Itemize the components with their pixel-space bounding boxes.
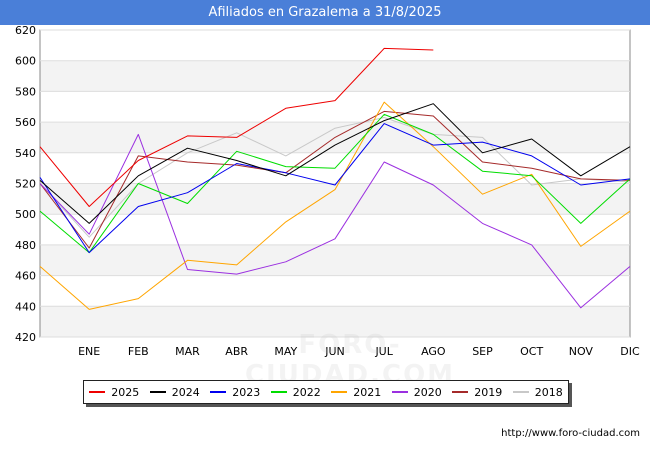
plot-background-bands [40,30,630,337]
legend-swatch [270,391,287,393]
legend-item-2024: 2024 [149,385,200,399]
series-line-2020 [39,133,631,309]
series-line-2025 [39,47,434,207]
x-tick-label: AGO [421,345,446,358]
x-tick-label: OCT [520,345,543,358]
legend: 2025 2024 2023 2022 2021 2020 2019 2018 [83,380,569,404]
x-tick-label: ABR [225,345,248,358]
y-tick-label: 460 [15,270,36,283]
source-credit: http://www.foro-ciudad.com [501,428,640,439]
y-tick-label: 580 [15,85,36,98]
legend-item-2020: 2020 [391,385,442,399]
x-tick-label: NOV [569,345,594,358]
plot-band [40,275,630,307]
legend-label: 2021 [353,385,382,399]
legend-item-2022: 2022 [270,385,321,399]
x-tick-label: MAR [175,345,200,358]
legend-label: 2025 [111,385,140,399]
y-tick-label: 560 [15,116,36,129]
series-line-2024 [39,103,631,224]
legend-swatch [331,391,348,393]
y-tick-label: 440 [15,300,36,313]
legend-label: 2018 [534,385,563,399]
x-tick-label: FEB [128,345,149,358]
plot-band [40,60,630,92]
plot-band [40,306,630,337]
x-tick-label: SEP [472,345,493,358]
legend-swatch [452,391,469,393]
y-tick-label: 520 [15,178,36,191]
legend-swatch [149,391,166,393]
legend-item-2021: 2021 [331,386,381,399]
legend-label: 2023 [232,385,261,399]
legend-swatch [210,391,227,393]
x-tick-label: JUL [374,345,393,358]
y-tick-label: 540 [15,147,36,160]
legend-label: 2024 [171,385,200,399]
x-axis-ticks: ENE FEB MAR ABR MAY JUN JUL AGO SEP OCT NOV DIC [78,345,640,358]
x-tick-label: DIC [620,345,640,358]
series-line-2022 [39,113,631,254]
series-line-2023 [39,123,631,254]
legend-label: 2022 [292,385,321,399]
legend-swatch [512,391,529,393]
y-tick-label: 480 [15,239,36,252]
legend-item-2018: 2018 [512,385,563,399]
legend-swatch [391,391,408,393]
plot-band [40,91,630,123]
y-tick-label: 600 [15,55,36,68]
legend-item-2019: 2019 [452,386,502,399]
legend-label: 2020 [413,385,442,399]
y-tick-label: 500 [15,208,36,221]
y-axis-ticks: 420 440 460 480 500 520 540 560 580 600 620 [15,24,36,344]
legend-item-2023: 2023 [210,386,260,399]
y-tick-label: 620 [15,24,36,37]
legend-item-2025: 2025 [89,386,139,399]
plot-band [40,214,630,245]
y-tick-label: 420 [15,331,36,344]
series-line-2021 [39,101,631,310]
plot-band [40,30,630,61]
legend-label: 2019 [474,385,503,399]
chart-title-bar: Afiliados en Grazalema a 31/8/2025 [0,0,650,25]
plot-band [40,244,630,276]
series-line-2019 [39,110,631,249]
legend-swatch [89,391,106,393]
x-tick-label: ENE [78,345,100,358]
chart-title: Afiliados en Grazalema a 31/8/2025 [208,5,442,20]
x-tick-label: MAY [274,345,297,358]
x-tick-label: JUN [324,345,345,358]
series-lines [39,47,631,310]
